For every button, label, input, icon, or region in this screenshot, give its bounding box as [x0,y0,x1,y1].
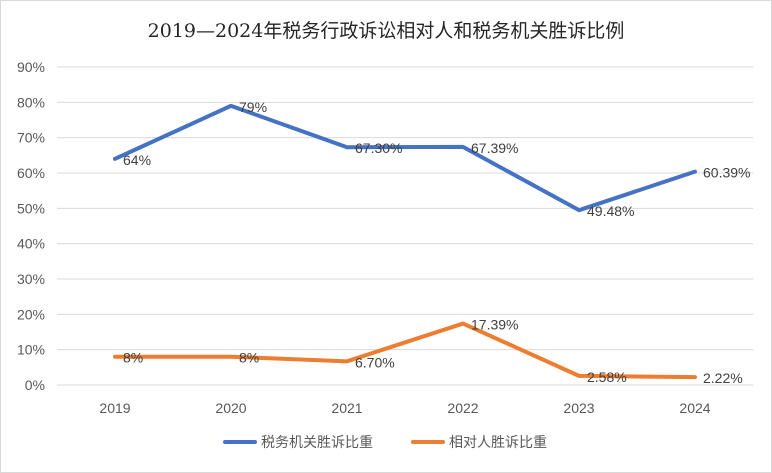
x-tick-label: 2021 [331,400,362,416]
x-axis-ticks: 2019 2020 2021 2022 2023 2024 [99,400,710,416]
data-labels: 64% 79% 67.30% 67.39% 49.48% 60.39% 8% 8% 6.70% 1… [123,99,750,386]
series-lines [113,103,697,380]
x-tick-label: 2019 [99,400,130,416]
y-tick-label: 40% [17,236,45,252]
y-axis-ticks: 0% 10% 20% 30% 40% 50% 60% 70% 80% 90% [17,59,45,393]
data-label: 6.70% [355,354,395,370]
y-tick-label: 30% [17,271,45,287]
data-label: 79% [239,99,267,115]
data-label: 67.30% [355,140,402,156]
x-tick-label: 2023 [563,400,594,416]
data-label: 8% [123,350,143,366]
data-label: 67.39% [471,140,518,156]
data-label: 17.39% [471,317,518,333]
x-tick-label: 2022 [447,400,478,416]
legend: 税务机关胜诉比重 相对人胜诉比重 [223,435,547,451]
data-label: 49.48% [587,203,634,219]
y-tick-label: 20% [17,306,45,322]
y-tick-label: 60% [17,165,45,181]
chart-title: 2019—2024年税务行政诉讼相对人和税务机关胜诉比例 [148,20,625,42]
data-label: 64% [123,152,151,168]
series-line-2 [113,321,697,380]
data-label: 2.58% [587,369,627,385]
legend-label: 税务机关胜诉比重 [261,435,373,451]
legend-label: 相对人胜诉比重 [449,435,547,451]
y-tick-label: 10% [17,342,45,358]
y-tick-label: 0% [25,377,45,393]
x-tick-label: 2020 [215,400,246,416]
data-label: 60.39% [703,165,750,181]
y-tick-label: 80% [17,94,45,110]
gridlines [57,66,753,386]
data-label: 2.22% [703,370,743,386]
y-tick-label: 90% [17,59,45,75]
y-tick-label: 70% [17,130,45,146]
x-tick-label: 2024 [679,400,710,416]
series-line-1 [113,103,697,213]
data-label: 8% [239,350,259,366]
y-tick-label: 50% [17,200,45,216]
